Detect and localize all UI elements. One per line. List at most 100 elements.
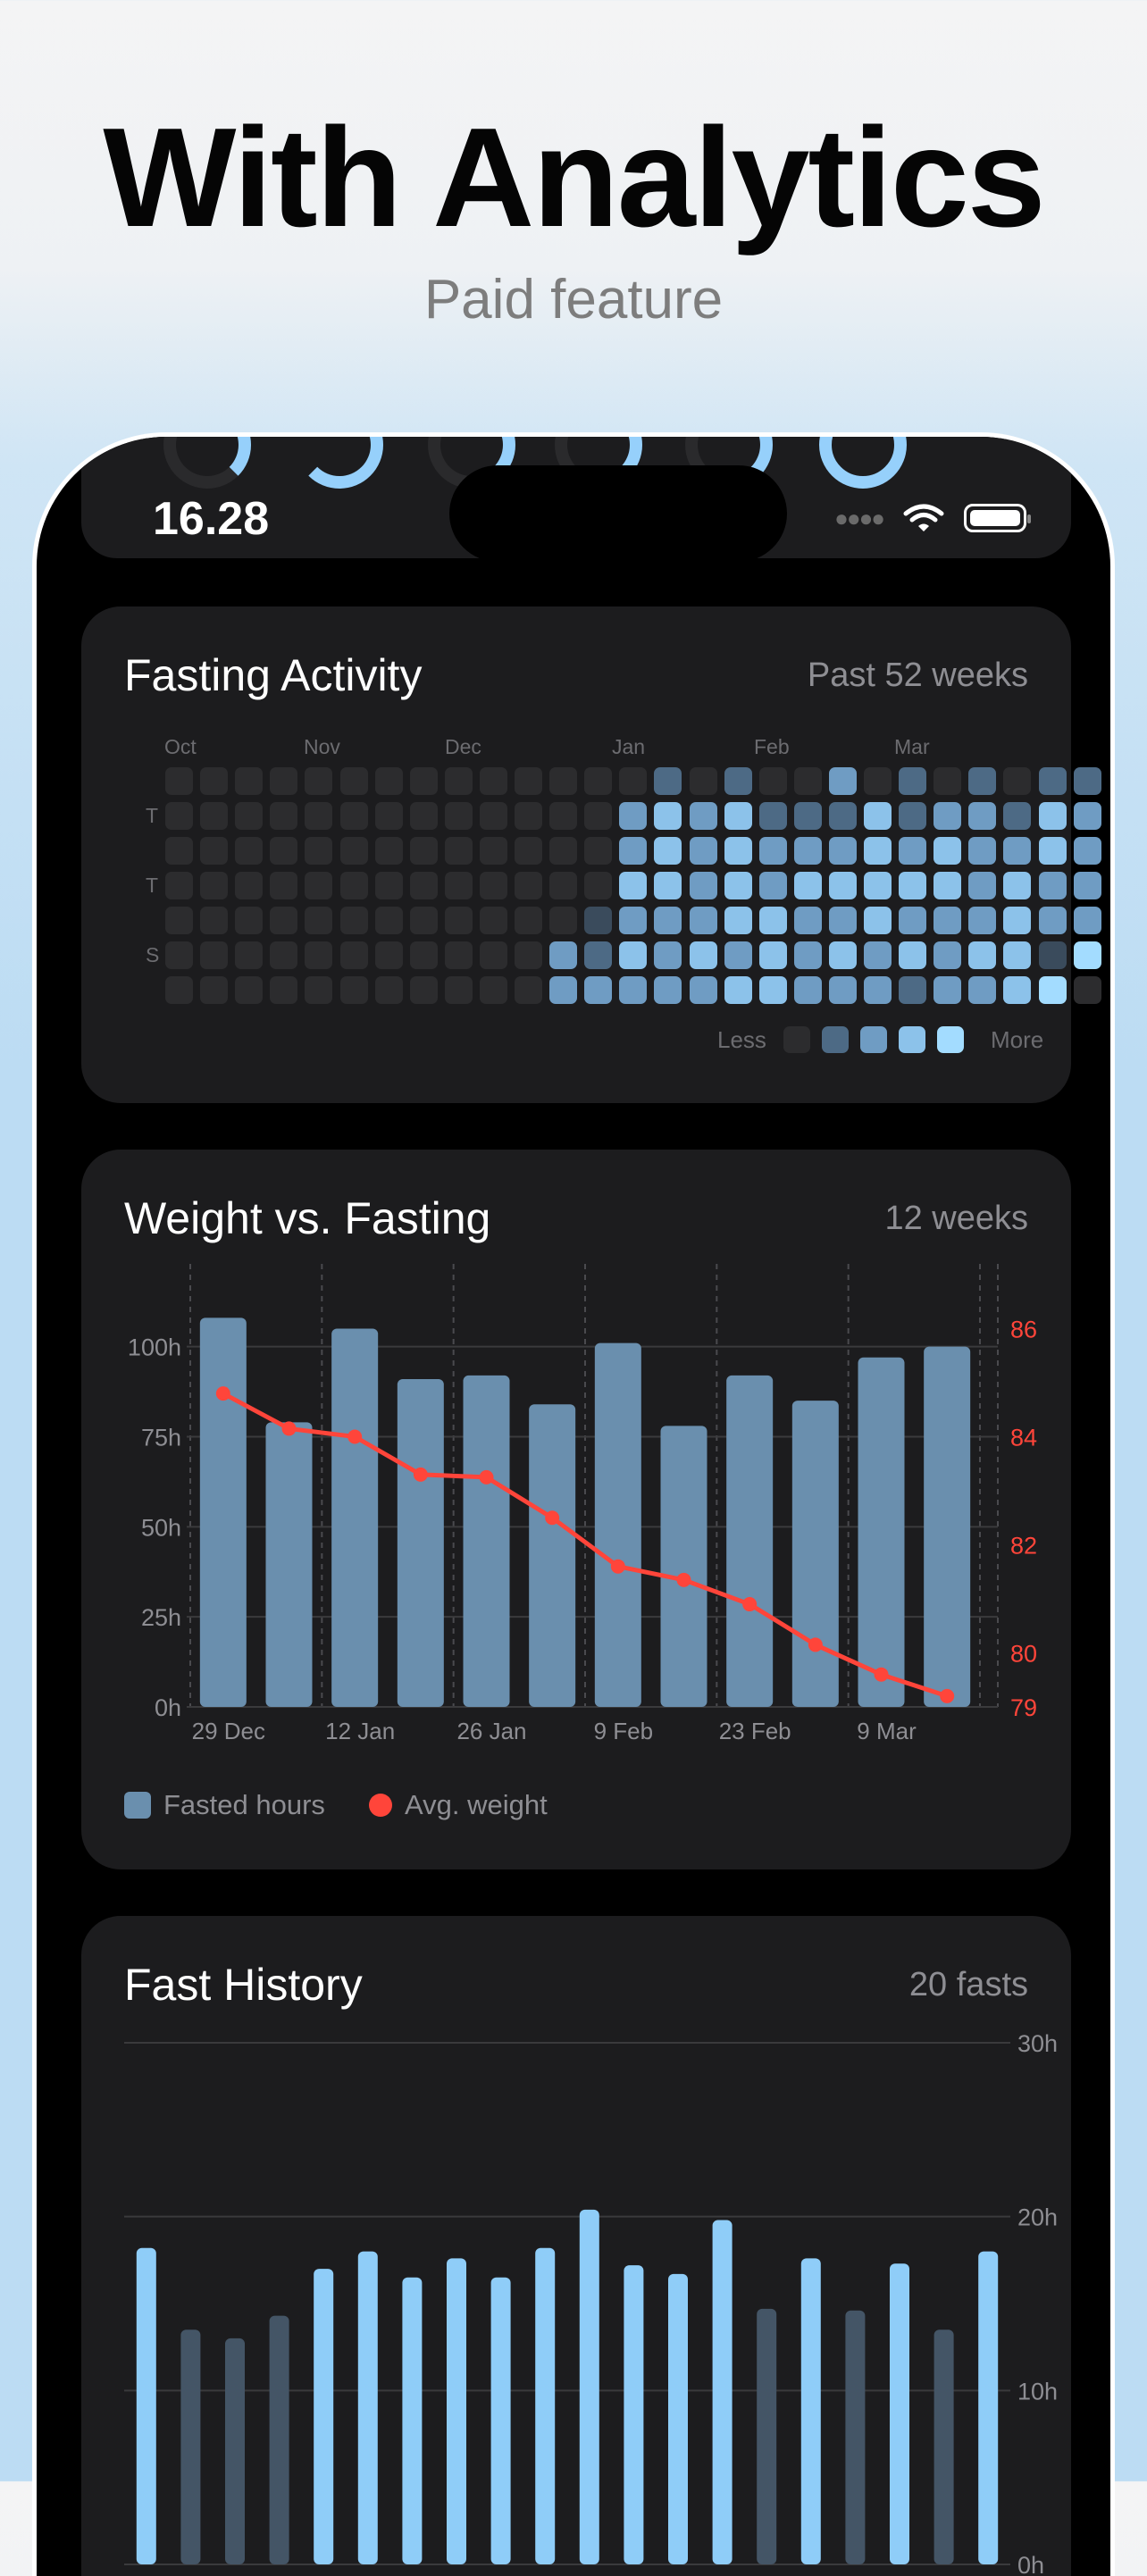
heatmap-cell xyxy=(934,767,962,795)
y-right-tick: 80 xyxy=(1010,1641,1037,1668)
x-tick-label: 23 Feb xyxy=(719,1718,791,1744)
heatmap-cell xyxy=(165,872,193,899)
heatmap-cell xyxy=(1003,872,1032,899)
status-icons: ●●●● xyxy=(834,503,1031,533)
heatmap-cell xyxy=(165,767,193,795)
fasted-hours-bar xyxy=(331,1328,379,1707)
heatmap-cell xyxy=(654,872,682,899)
fast-bar xyxy=(757,2308,777,2564)
heatmap-cell xyxy=(305,976,333,1004)
avg-weight-point xyxy=(545,1510,560,1526)
heatmap-cell xyxy=(828,837,857,865)
card-range: 12 weeks xyxy=(884,1200,1028,1237)
heatmap-cell xyxy=(374,802,403,830)
fast-bar xyxy=(579,2209,599,2564)
heatmap-cell xyxy=(654,767,682,795)
fast-bar xyxy=(845,2310,866,2564)
heatmap-cell xyxy=(899,837,927,865)
heatmap-cell xyxy=(305,767,333,795)
y-tick: 20h xyxy=(1017,2204,1058,2231)
heatmap-cell xyxy=(758,907,787,934)
status-bar: 16.28 ●●●● xyxy=(81,437,1071,558)
fast-bar xyxy=(225,2338,245,2564)
fast-bar xyxy=(447,2258,466,2564)
heatmap-cell xyxy=(515,941,542,969)
heatmap-cell xyxy=(1073,802,1101,830)
legend-swatch xyxy=(783,1026,810,1053)
heatmap-cell xyxy=(235,837,264,865)
wifi-icon xyxy=(903,504,944,531)
activity-ring-icon xyxy=(296,437,383,489)
heatmap-cell xyxy=(549,976,578,1004)
avg-weight-point xyxy=(610,1559,625,1574)
heatmap-cell xyxy=(270,767,298,795)
heatmap-cell xyxy=(339,802,368,830)
fast-bar xyxy=(490,2277,511,2564)
heatmap-cell xyxy=(1073,872,1101,899)
fast-bar xyxy=(535,2247,556,2564)
heatmap-cell xyxy=(165,837,193,865)
heatmap-cell xyxy=(899,941,927,969)
fasted-hours-bar xyxy=(858,1357,905,1707)
heatmap-cell xyxy=(828,941,857,969)
heatmap-cell xyxy=(1003,907,1032,934)
heatmap-cell xyxy=(165,907,193,934)
heatmap-cell xyxy=(968,941,997,969)
legend-swatch xyxy=(822,1026,849,1053)
heatmap-cell xyxy=(409,802,438,830)
heatmap-cell xyxy=(689,767,717,795)
y-tick: 0h xyxy=(1017,2552,1044,2576)
heatmap-cell xyxy=(409,837,438,865)
heatmap-cell xyxy=(619,941,648,969)
heatmap-cell xyxy=(444,872,473,899)
heatmap-cell xyxy=(584,907,613,934)
heatmap-cell xyxy=(584,767,613,795)
fasted-hours-bar xyxy=(529,1404,576,1707)
legend-label: Avg. weight xyxy=(405,1789,548,1820)
heatmap-cell xyxy=(619,802,648,830)
heatmap-cell xyxy=(409,872,438,899)
heatmap-cell xyxy=(305,872,333,899)
fast-bar xyxy=(180,2329,201,2564)
heatmap-cell xyxy=(828,976,857,1004)
avg-weight-point xyxy=(742,1597,758,1612)
heatmap-cell xyxy=(1038,767,1067,795)
avg-weight-point xyxy=(808,1637,823,1652)
heatmap-cell xyxy=(724,941,752,969)
heatmap-cell xyxy=(200,837,229,865)
heatmap-cell xyxy=(235,872,264,899)
heatmap-cell xyxy=(374,907,403,934)
heatmap-cell xyxy=(374,872,403,899)
heatmap-cell xyxy=(270,837,298,865)
fasted-hours-bar xyxy=(791,1401,839,1707)
fast-bar xyxy=(624,2265,644,2564)
heatmap-cell xyxy=(549,907,578,934)
signal-icon: ●●●● xyxy=(834,504,885,531)
fast-bar xyxy=(357,2251,378,2564)
heatmap-cell xyxy=(235,907,264,934)
heatmap-cell xyxy=(864,767,892,795)
heatmap-cell xyxy=(899,767,927,795)
heatmap-cell xyxy=(515,802,542,830)
month-label: Oct xyxy=(164,735,197,758)
x-tick-label: 9 Mar xyxy=(857,1718,917,1744)
fast-bar xyxy=(890,2263,909,2564)
heatmap-cell xyxy=(305,907,333,934)
heatmap-cell xyxy=(619,837,648,865)
heatmap-cell xyxy=(619,976,648,1004)
heatmap-cell xyxy=(689,976,717,1004)
fast-bar xyxy=(668,2273,688,2564)
heatmap-cell xyxy=(305,802,333,830)
heatmap-cell xyxy=(828,872,857,899)
heatmap-cell xyxy=(515,907,542,934)
heatmap-cell xyxy=(899,802,927,830)
fasting-activity-card: Fasting Activity Past 52 weeks Oct Nov Dec… xyxy=(81,606,1101,1103)
status-time: 16.28 xyxy=(153,493,270,545)
heatmap-cell xyxy=(584,872,613,899)
avg-weight-point xyxy=(479,1469,494,1485)
heatmap-cell xyxy=(479,837,507,865)
history-chart-svg: 0h10h20h30h25 Feb3 Mar7 Mar12 Mar17 Mar xyxy=(124,2030,1058,2576)
weekday-label: S xyxy=(146,943,160,966)
card-title: Weight vs. Fasting xyxy=(124,1193,491,1243)
heatmap-cell xyxy=(165,802,193,830)
